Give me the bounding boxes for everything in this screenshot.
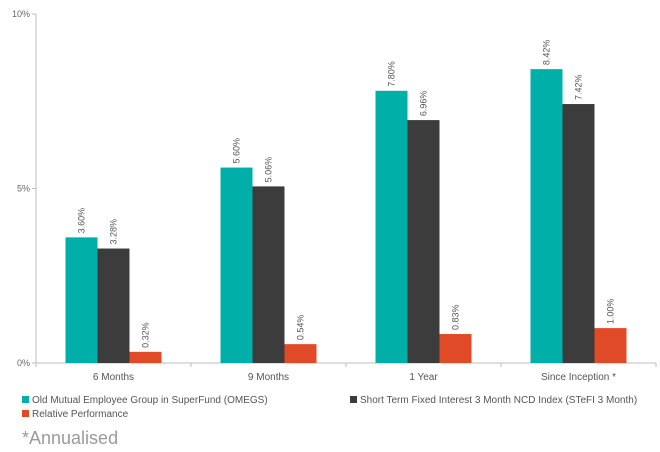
bar-data-label: 7.80% xyxy=(387,61,397,87)
legend-swatch-stefi xyxy=(350,396,357,403)
legend-item-omegs: Old Mutual Employee Group in SuperFund (… xyxy=(22,395,268,406)
y-tick-label: 5% xyxy=(17,184,30,194)
bar-data-label: 3.60% xyxy=(77,208,87,234)
bar-chart: 0% 5% 10% 3.60% 3.28% 0.32% 6 Months 5.60% 5.06%… xyxy=(12,9,657,383)
legend-label-stefi: Short Term Fixed Interest 3 Month NCD In… xyxy=(360,395,638,406)
bar-data-label: 1.00% xyxy=(606,299,616,325)
bar-data-label: 0.32% xyxy=(141,322,151,348)
legend-label-omegs: Old Mutual Employee Group in SuperFund (… xyxy=(32,395,268,406)
bar-data-label: 6.96% xyxy=(419,91,429,117)
bar xyxy=(65,237,98,363)
y-tick-label: 0% xyxy=(17,358,30,368)
x-tick-label: 9 Months xyxy=(248,372,289,383)
bar xyxy=(220,167,253,363)
x-tick-label: 6 Months xyxy=(93,372,134,383)
bar-data-label: 0.54% xyxy=(296,315,306,341)
bar xyxy=(594,328,627,363)
bar xyxy=(562,104,595,364)
bar xyxy=(252,186,285,363)
legend-item-stefi: Short Term Fixed Interest 3 Month NCD In… xyxy=(350,395,637,406)
legend-swatch-relative xyxy=(22,410,29,417)
footnote: *Annualised xyxy=(22,428,119,448)
bar-data-label: 5.06% xyxy=(264,157,274,183)
x-tick-label: 1 Year xyxy=(409,372,438,383)
legend-swatch-omegs xyxy=(22,396,29,403)
bar xyxy=(129,351,162,363)
bar-data-label: 8.42% xyxy=(542,40,552,66)
bar xyxy=(97,248,130,363)
y-tick-label: 10% xyxy=(12,9,30,19)
bar-data-label: 7.42% xyxy=(574,75,584,101)
x-tick-label: Since Inception * xyxy=(541,372,616,383)
bar xyxy=(375,90,408,363)
bar xyxy=(530,69,563,363)
bar xyxy=(407,120,440,363)
bar-data-label: 5.60% xyxy=(232,138,242,164)
bar xyxy=(439,334,472,363)
bar-data-label: 0.83% xyxy=(451,305,461,331)
bar xyxy=(284,344,317,363)
legend-item-relative: Relative Performance xyxy=(22,409,128,420)
legend-label-relative: Relative Performance xyxy=(32,409,129,420)
bar-data-label: 3.28% xyxy=(109,219,119,245)
